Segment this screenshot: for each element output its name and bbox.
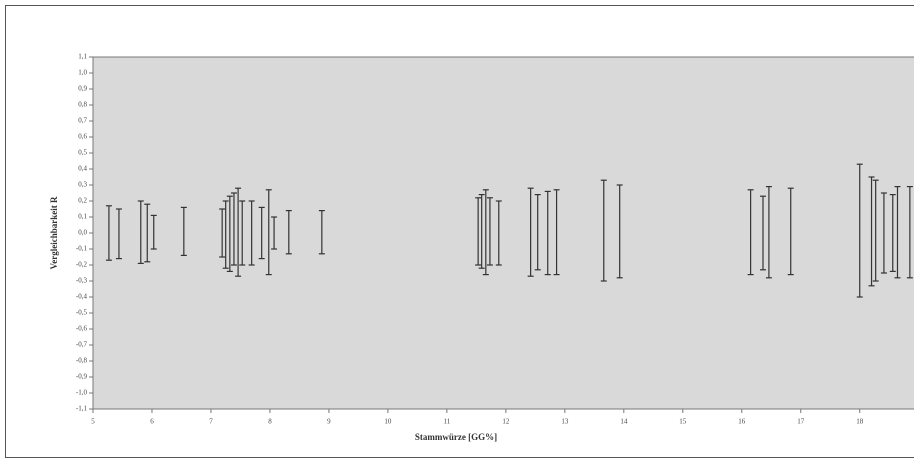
x-tick-label: 14 [620, 418, 628, 426]
y-tick-label: 0,8 [78, 101, 87, 109]
y-tick-label: 1,1 [78, 53, 87, 61]
x-tick-label: 6 [150, 418, 154, 426]
y-tick-label: 1,0 [78, 69, 87, 77]
x-tick-label: 7 [209, 418, 213, 426]
y-tick-label: 0,6 [78, 133, 87, 141]
y-tick-label: -1,1 [76, 405, 88, 413]
y-tick-label: -0,9 [76, 373, 88, 381]
x-tick-label: 15 [679, 418, 687, 426]
y-tick-label: 0,9 [78, 85, 87, 93]
y-tick-label: -0,6 [76, 325, 88, 333]
x-tick-label: 5 [91, 418, 95, 426]
x-tick-label: 11 [444, 418, 451, 426]
y-tick-label: -0,8 [76, 357, 88, 365]
y-tick-label: -0,7 [76, 341, 88, 349]
x-axis-label: Stammwürze [GG%] [415, 432, 497, 442]
y-tick-label: -1,0 [76, 389, 88, 397]
y-tick-label: -0,5 [76, 309, 88, 317]
x-tick-label: 8 [268, 418, 272, 426]
x-tick-label: 17 [797, 418, 805, 426]
x-tick-label: 16 [738, 418, 746, 426]
x-tick-label: 10 [384, 418, 392, 426]
x-tick-label: 18 [856, 418, 864, 426]
y-tick-label: 0,1 [78, 213, 87, 221]
y-tick-label: -0,2 [76, 261, 88, 269]
y-tick-label: -0,3 [76, 277, 88, 285]
y-tick-label: 0,0 [78, 229, 87, 237]
x-tick-label: 9 [327, 418, 331, 426]
y-tick-label: -0,1 [76, 245, 88, 253]
y-axis-label: Vergleichbarkeit R [49, 196, 59, 269]
y-tick-label: -0,4 [76, 293, 88, 301]
y-tick-label: 0,4 [78, 165, 87, 173]
y-tick-label: 0,3 [78, 181, 87, 189]
y-tick-label: 0,5 [78, 149, 87, 157]
x-tick-label: 12 [502, 418, 510, 426]
y-tick-label: 0,2 [78, 197, 87, 205]
x-tick-label: 13 [561, 418, 569, 426]
y-tick-label: 0,7 [78, 117, 87, 125]
